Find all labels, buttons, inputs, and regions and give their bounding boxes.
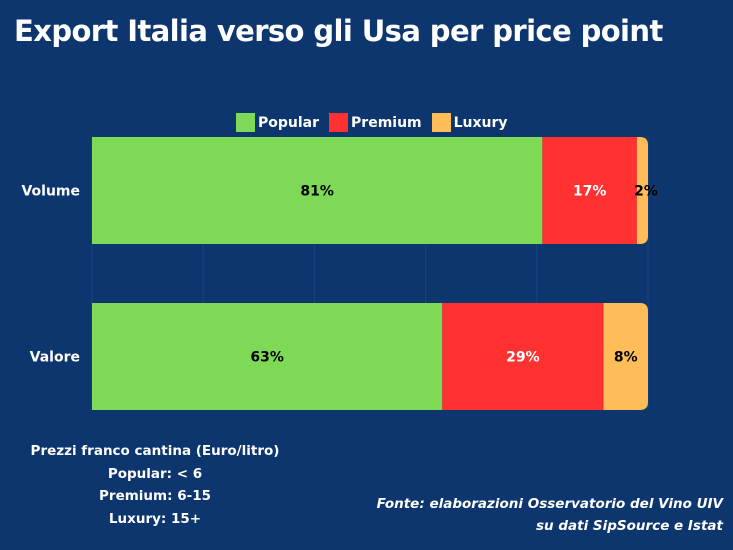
source-line-1: Fonte: elaborazioni Osservatorio del Vin… bbox=[376, 496, 723, 512]
category-label-valore: Valore bbox=[30, 350, 80, 366]
legend-item-luxury: Luxury bbox=[431, 113, 508, 132]
bar-valore-luxury bbox=[603, 303, 648, 410]
chart-legend: Popular Premium Luxury bbox=[236, 113, 518, 132]
price-notes-heading: Prezzi franco cantina (Euro/litro) bbox=[30, 443, 280, 459]
data-label-valore-premium: 29% bbox=[506, 350, 540, 366]
legend-item-premium: Premium bbox=[329, 113, 422, 132]
legend-item-popular: Popular bbox=[236, 113, 319, 132]
legend-swatch-premium bbox=[329, 113, 349, 132]
data-label-volume-popular: 81% bbox=[300, 184, 334, 200]
bar-volume-premium bbox=[542, 137, 637, 244]
source-line-2: su dati SipSource e Istat bbox=[536, 518, 723, 534]
category-label-volume: Volume bbox=[21, 184, 80, 200]
legend-label-luxury: Luxury bbox=[453, 114, 508, 131]
legend-swatch-luxury bbox=[431, 113, 451, 132]
bar-volume-popular bbox=[92, 137, 543, 244]
data-label-volume-luxury: 2% bbox=[634, 184, 658, 200]
chart-title: Export Italia verso gli Usa per price po… bbox=[14, 14, 663, 48]
price-note-premium: Premium: 6-15 bbox=[99, 488, 211, 504]
bar-valore-popular bbox=[92, 303, 443, 410]
bar-volume-luxury bbox=[636, 137, 648, 244]
bar-valore-premium bbox=[442, 303, 604, 410]
data-label-volume-premium: 17% bbox=[573, 184, 607, 200]
legend-swatch-popular bbox=[236, 113, 255, 132]
legend-label-premium: Premium bbox=[351, 114, 422, 131]
price-notes: Prezzi franco cantina (Euro/litro) Popul… bbox=[0, 440, 310, 530]
price-note-popular: Popular: < 6 bbox=[107, 465, 203, 482]
price-note-luxury: Luxury: 15+ bbox=[108, 510, 202, 527]
legend-label-popular: Popular bbox=[258, 114, 320, 131]
data-label-valore-popular: 63% bbox=[250, 350, 284, 366]
source-note: Fonte: elaborazioni Osservatorio del Vin… bbox=[377, 493, 723, 537]
data-label-valore-luxury: 8% bbox=[614, 350, 638, 366]
